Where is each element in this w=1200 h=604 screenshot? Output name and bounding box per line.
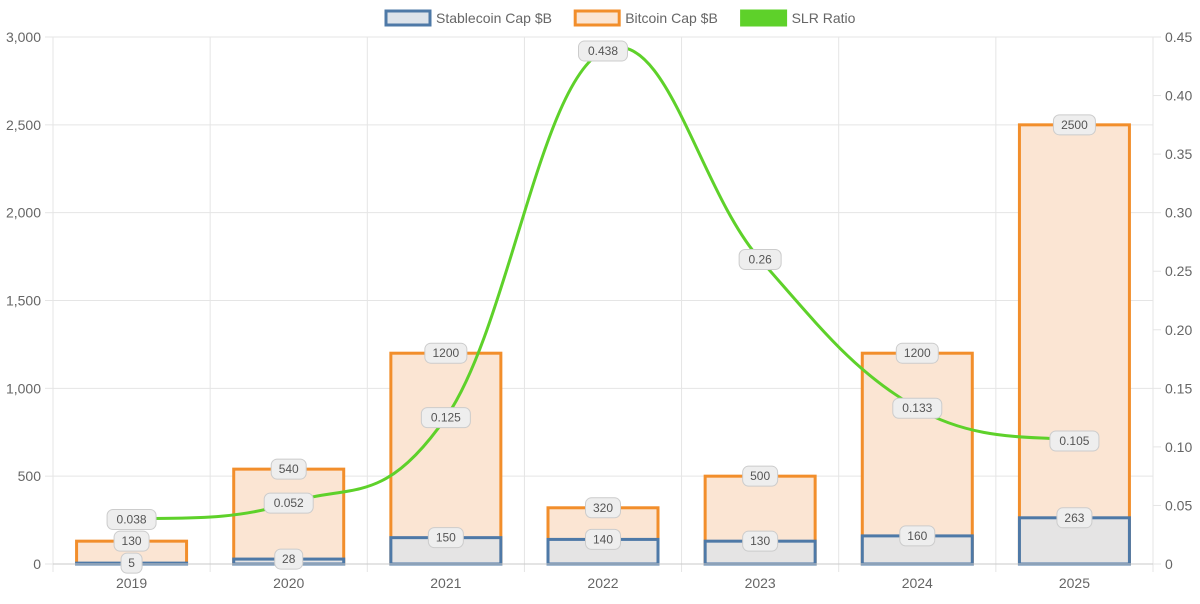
bitcoin-value-label: 130	[122, 534, 142, 548]
bitcoin-value-label-bg	[1052, 114, 1096, 136]
stablecoin-value-label: 160	[907, 529, 927, 543]
slr-value-label-bg	[738, 249, 782, 271]
bitcoin-value-label-bg	[270, 458, 307, 480]
y-left-tick-label: 0	[33, 556, 41, 572]
y-left-tick-label: 2,500	[6, 117, 41, 133]
x-tick-label: 2020	[273, 575, 304, 591]
bitcoin-value-label: 540	[279, 462, 299, 476]
bitcoin-value-label: 1200	[433, 346, 460, 360]
stablecoin-value-label: 5	[128, 556, 135, 570]
stablecoin-value-label-bg	[274, 548, 304, 570]
legend-bitcoin[interactable]: Bitcoin Cap $B	[573, 9, 718, 27]
slr-value-label-bg	[263, 492, 314, 514]
x-tick-label: 2023	[745, 575, 776, 591]
stablecoin-value-label-bg	[120, 552, 143, 574]
stablecoin-value-label: 263	[1064, 511, 1084, 525]
slr-value-label-bg	[578, 40, 628, 62]
legend-slr-label: SLR Ratio	[792, 10, 856, 26]
legend: Stablecoin Cap $B Bitcoin Cap $B SLR Ratio	[384, 9, 856, 27]
y-right-tick-label: 0.05	[1165, 497, 1192, 513]
slr-value-label: 0.038	[117, 512, 147, 526]
gridlines	[52, 36, 1154, 572]
stablecoin-value-label: 150	[436, 531, 456, 545]
y-right-tick-label: 0.25	[1165, 263, 1192, 279]
y-left-tick-label: 1,500	[6, 293, 41, 309]
bitcoin-value-label-bg	[424, 342, 468, 364]
y-right-tick-label: 0.30	[1165, 205, 1192, 221]
legend-slr[interactable]: SLR Ratio	[740, 9, 856, 27]
bitcoin-value-label-bg	[742, 465, 779, 487]
bitcoin-value-label: 500	[750, 469, 770, 483]
y-left-tick-label: 500	[18, 468, 42, 484]
stablecoin-value-label: 130	[750, 534, 770, 548]
bitcoin-value-label: 2500	[1061, 118, 1088, 132]
slr-value-label: 0.052	[274, 496, 304, 510]
bitcoin-value-label-bg	[585, 497, 621, 519]
x-tick-label: 2022	[587, 575, 618, 591]
y-left-tick-label: 1,000	[6, 380, 41, 396]
axes: 0 500 1,000 1,500 2,000 2,500 3,000 0 0.05 0.10 0.…	[6, 29, 1193, 591]
stablecoin-value-label-bg	[899, 525, 936, 547]
y-left-tick-label: 2,000	[6, 205, 41, 221]
bitcoin-bar	[1017, 123, 1131, 566]
slr-value-label: 0.133	[902, 401, 932, 415]
slr-value-label-bg	[1049, 430, 1100, 452]
bitcoin-value-label-bg	[113, 530, 150, 552]
y-right-tick-label: 0	[1165, 556, 1173, 572]
y-right-tick-label: 0.15	[1165, 380, 1192, 396]
y-right-tick-label: 0.35	[1165, 146, 1192, 162]
slr-value-label: 0.105	[1059, 434, 1089, 448]
y-right-tick-label: 0.20	[1165, 322, 1192, 338]
stablecoin-value-label-bg	[585, 528, 621, 550]
legend-bitcoin-label: Bitcoin Cap $B	[625, 10, 718, 26]
legend-bitcoin-swatch	[573, 9, 621, 27]
bitcoin-value-label: 1200	[904, 346, 931, 360]
data-labels: 130 540 1200 320 500 1200 2500 5 28 150 140 130 160 2…	[106, 40, 1100, 574]
slr-value-label-bg	[106, 508, 157, 530]
slr-value-label: 0.125	[431, 411, 461, 425]
stablecoin-value-label: 28	[282, 552, 296, 566]
x-tick-label: 2019	[116, 575, 147, 591]
stablecoin-value-label-bg	[427, 527, 464, 549]
slr-value-label-bg	[420, 407, 471, 429]
x-tick-label: 2024	[902, 575, 933, 591]
y-right-tick-label: 0.45	[1165, 29, 1192, 45]
slr-value-label: 0.438	[588, 44, 618, 58]
bitcoin-value-label: 320	[593, 501, 613, 515]
stablecoin-value-label-bg	[742, 530, 779, 552]
y-right-tick-label: 0.10	[1165, 439, 1192, 455]
legend-stablecoin-label: Stablecoin Cap $B	[436, 10, 552, 26]
stablecoin-value-label: 140	[593, 532, 613, 546]
y-left-tick-label: 3,000	[6, 29, 41, 45]
stablecoin-value-label-bg	[1056, 507, 1093, 529]
legend-slr-swatch	[740, 9, 788, 27]
bitcoin-value-label-bg	[895, 342, 939, 364]
slr-value-label: 0.26	[748, 253, 772, 267]
slr-value-label-bg	[892, 397, 943, 419]
x-tick-label: 2025	[1059, 575, 1090, 591]
x-tick-label: 2021	[430, 575, 461, 591]
y-right-tick-label: 0.40	[1165, 88, 1192, 104]
legend-stablecoin[interactable]: Stablecoin Cap $B	[384, 9, 552, 27]
legend-stablecoin-swatch	[384, 9, 432, 27]
